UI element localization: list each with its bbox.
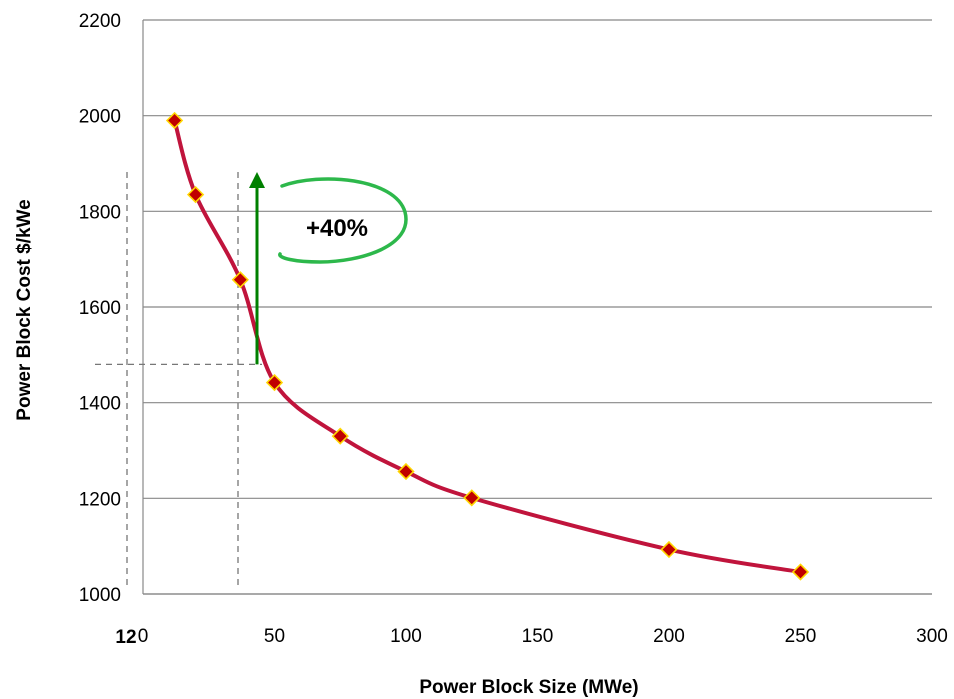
highlight-ellipse — [278, 177, 408, 264]
y-tick-1000: 1000 — [79, 585, 121, 606]
reference-lines — [95, 172, 262, 588]
data-point-20 — [186, 185, 205, 204]
x-tick-0: 0 — [138, 626, 149, 647]
x-tick-300: 300 — [916, 626, 948, 647]
increase-label: +40% — [306, 215, 368, 242]
gridlines — [143, 19, 932, 595]
y-tick-1800: 1800 — [79, 202, 121, 223]
data-point-37 — [231, 271, 249, 289]
data-point-100 — [397, 462, 415, 481]
y-tick-labels: 1000 1200 1400 1600 1800 2000 2200 — [79, 11, 121, 606]
y-tick-1600: 1600 — [79, 298, 121, 319]
data-point-75 — [331, 427, 349, 445]
data-point-200 — [660, 540, 678, 559]
data-point-50 — [265, 373, 284, 392]
y-tick-1200: 1200 — [79, 489, 121, 510]
series-path — [172, 118, 803, 574]
x-tick-100: 100 — [390, 626, 422, 647]
data-point-250 — [791, 563, 810, 581]
annotations: +40% 12 — [115, 172, 408, 648]
x-tick-250: 250 — [785, 626, 817, 647]
x-tick-150: 150 — [522, 626, 554, 647]
data-markers — [165, 111, 810, 581]
data-point-12 — [165, 111, 184, 130]
y-tick-2000: 2000 — [79, 107, 121, 128]
series-line — [172, 118, 803, 574]
y-tick-1400: 1400 — [79, 394, 121, 415]
x-marker-label: 12 — [115, 627, 136, 648]
x-axis-title: Power Block Size (MWe) — [419, 677, 638, 698]
x-tick-50: 50 — [264, 626, 285, 647]
y-axis-title: Power Block Cost $/kWe — [14, 199, 35, 420]
y-tick-2200: 2200 — [79, 11, 121, 32]
data-point-125 — [463, 489, 481, 507]
axes — [142, 20, 932, 595]
increase-arrow-head — [249, 172, 265, 188]
x-tick-200: 200 — [653, 626, 685, 647]
x-tick-labels: 0 50 100 150 200 250 300 — [138, 626, 948, 647]
